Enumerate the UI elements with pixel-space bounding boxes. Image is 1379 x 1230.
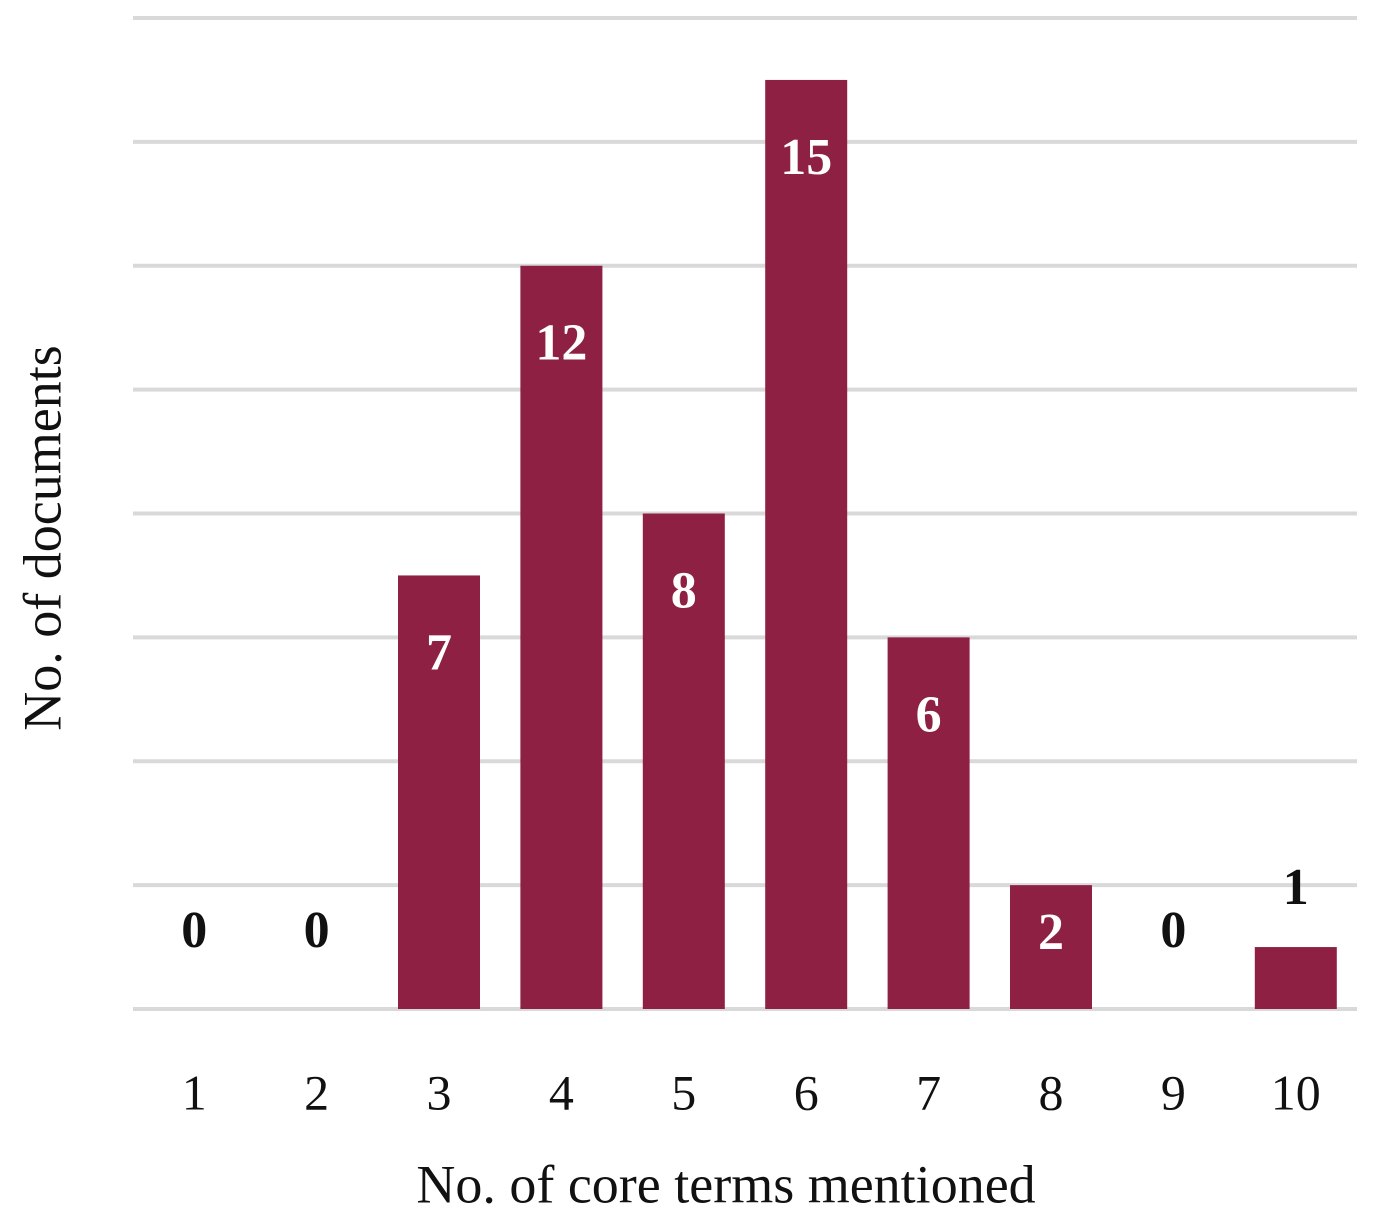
x-tick-label: 8 [1039, 1064, 1064, 1120]
x-tick-label: 7 [916, 1064, 941, 1120]
y-axis-title: No. of documents [12, 345, 72, 730]
bar [1254, 947, 1337, 1009]
bar [642, 513, 725, 1009]
data-label: 1 [1283, 859, 1309, 916]
data-label: 0 [181, 902, 207, 959]
data-label: 7 [426, 624, 452, 681]
data-label: 6 [916, 686, 942, 743]
data-label: 8 [671, 562, 697, 619]
data-label: 0 [1160, 902, 1186, 959]
x-tick-label: 6 [794, 1064, 819, 1120]
bar [397, 575, 481, 1009]
data-label: 2 [1038, 904, 1064, 961]
data-label: 12 [535, 315, 587, 372]
data-label: 15 [780, 129, 832, 186]
x-tick-label: 1 [182, 1064, 207, 1120]
bar [887, 637, 970, 1009]
x-tick-label: 4 [549, 1064, 574, 1120]
x-tick-label: 5 [671, 1064, 696, 1120]
x-axis-title: No. of core terms mentioned [416, 1154, 1035, 1214]
x-tick-label: 10 [1271, 1064, 1321, 1120]
x-tick-label: 3 [427, 1064, 452, 1120]
x-tick-label: 2 [304, 1064, 329, 1120]
bar [1009, 885, 1093, 1009]
bar [765, 79, 848, 1009]
x-tick-label: 9 [1161, 1064, 1186, 1120]
data-label: 0 [304, 902, 330, 959]
bar [520, 265, 603, 1009]
